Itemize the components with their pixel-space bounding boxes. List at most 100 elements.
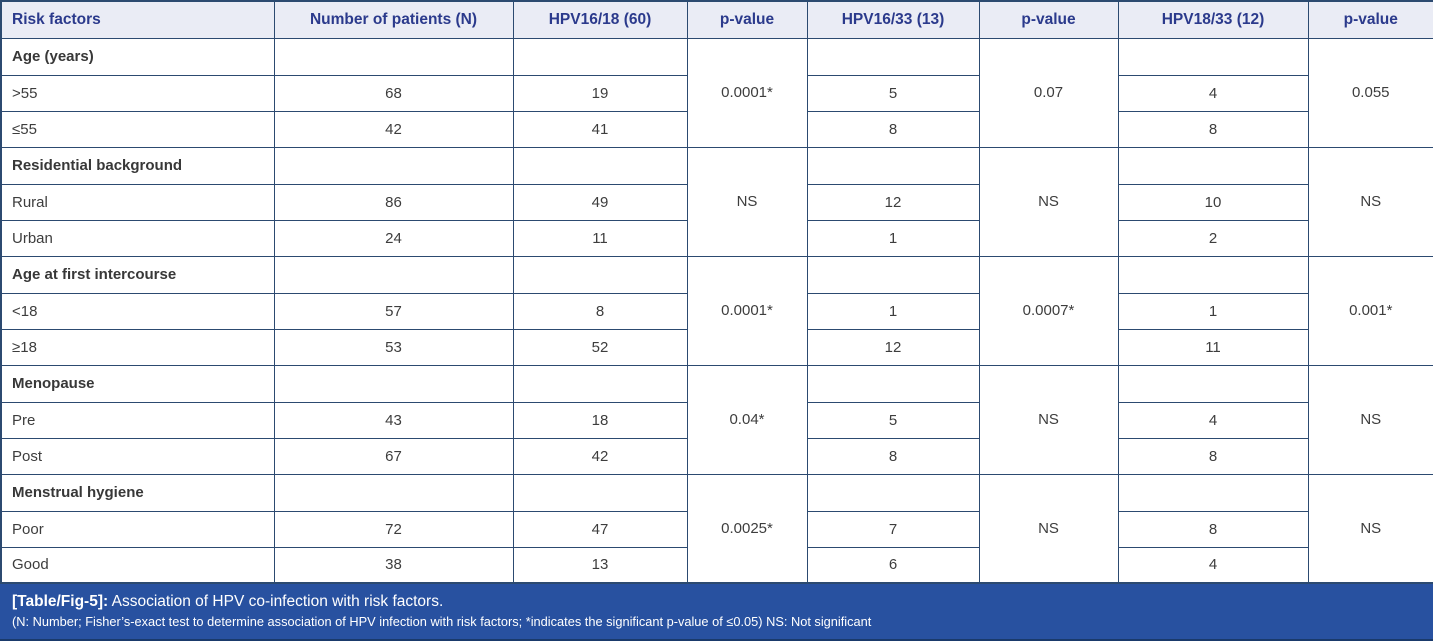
col-header-hpv16-18: HPV16/18 (60) bbox=[512, 0, 688, 39]
risk-factor-cell: Urban bbox=[0, 219, 275, 257]
col-header-number-of-patients: Number of patients (N) bbox=[273, 0, 514, 39]
empty-cell bbox=[512, 255, 688, 294]
category-row: Age at first intercourse 0.0001* 0.0007*… bbox=[0, 255, 1433, 366]
table-caption-bar: [Table/Fig-5]: Association of HPV co-inf… bbox=[0, 584, 1433, 641]
value-cell: 38 bbox=[273, 546, 514, 584]
category-row: Age (years) 0.0001* 0.07 0.055 bbox=[0, 37, 1433, 148]
value-cell: 49 bbox=[512, 183, 688, 221]
p-value-cell: NS bbox=[1307, 146, 1433, 257]
empty-cell bbox=[273, 364, 514, 403]
value-cell: 7 bbox=[806, 510, 980, 548]
value-cell: 86 bbox=[273, 183, 514, 221]
value-cell: 53 bbox=[273, 328, 514, 366]
value-cell: 8 bbox=[1117, 110, 1309, 148]
category-cell: Menstrual hygiene bbox=[0, 473, 275, 512]
value-cell: 72 bbox=[273, 510, 514, 548]
category-cell: Age (years) bbox=[0, 37, 275, 76]
value-cell: 4 bbox=[1117, 546, 1309, 584]
empty-cell bbox=[273, 146, 514, 185]
empty-cell bbox=[273, 473, 514, 512]
category-row: Menopause 0.04* NS NS bbox=[0, 364, 1433, 475]
data-row: ≤55 42 41 8 8 bbox=[0, 110, 1433, 148]
empty-cell bbox=[806, 364, 980, 403]
p-value-cell: NS bbox=[978, 473, 1119, 584]
risk-factor-cell: ≥18 bbox=[0, 328, 275, 366]
risk-factor-cell: ≤55 bbox=[0, 110, 275, 148]
value-cell: 52 bbox=[512, 328, 688, 366]
empty-cell bbox=[806, 473, 980, 512]
value-cell: 5 bbox=[806, 74, 980, 112]
value-cell: 1 bbox=[806, 292, 980, 330]
col-header-p-value-3: p-value bbox=[1307, 0, 1433, 39]
data-row: Rural 86 49 12 10 bbox=[0, 183, 1433, 221]
value-cell: 12 bbox=[806, 328, 980, 366]
header-row: Risk factors Number of patients (N) HPV1… bbox=[0, 0, 1433, 39]
col-header-p-value-2: p-value bbox=[978, 0, 1119, 39]
value-cell: 47 bbox=[512, 510, 688, 548]
value-cell: 8 bbox=[1117, 437, 1309, 475]
value-cell: 11 bbox=[1117, 328, 1309, 366]
data-row: ≥18 53 52 12 11 bbox=[0, 328, 1433, 366]
empty-cell bbox=[1117, 37, 1309, 76]
value-cell: 1 bbox=[806, 219, 980, 257]
value-cell: 42 bbox=[273, 110, 514, 148]
empty-cell bbox=[806, 255, 980, 294]
empty-cell bbox=[1117, 146, 1309, 185]
value-cell: 67 bbox=[273, 437, 514, 475]
data-row: Urban 24 11 1 2 bbox=[0, 219, 1433, 257]
category-row: Residential background NS NS NS bbox=[0, 146, 1433, 257]
data-row: <18 57 8 1 1 bbox=[0, 292, 1433, 330]
p-value-cell: 0.0025* bbox=[686, 473, 808, 584]
caption-note: (N: Number; Fisher’s-exact test to deter… bbox=[12, 614, 872, 630]
col-header-p-value-1: p-value bbox=[686, 0, 808, 39]
value-cell: 10 bbox=[1117, 183, 1309, 221]
risk-factor-cell: >55 bbox=[0, 74, 275, 112]
category-cell: Residential background bbox=[0, 146, 275, 185]
risk-factor-cell: Poor bbox=[0, 510, 275, 548]
value-cell: 12 bbox=[806, 183, 980, 221]
data-row: >55 68 19 5 4 bbox=[0, 74, 1433, 112]
category-cell: Age at first intercourse bbox=[0, 255, 275, 294]
p-value-cell: 0.001* bbox=[1307, 255, 1433, 366]
value-cell: 4 bbox=[1117, 401, 1309, 439]
caption-title-line: [Table/Fig-5]: Association of HPV co-inf… bbox=[12, 591, 1421, 613]
p-value-cell: NS bbox=[686, 146, 808, 257]
empty-cell bbox=[273, 255, 514, 294]
value-cell: 11 bbox=[512, 219, 688, 257]
empty-cell bbox=[806, 37, 980, 76]
empty-cell bbox=[1117, 364, 1309, 403]
p-value-cell: NS bbox=[1307, 364, 1433, 475]
p-value-cell: 0.0001* bbox=[686, 37, 808, 148]
value-cell: 24 bbox=[273, 219, 514, 257]
risk-factors-table: Risk factors Number of patients (N) HPV1… bbox=[0, 0, 1433, 584]
value-cell: 5 bbox=[806, 401, 980, 439]
col-header-hpv16-33: HPV16/33 (13) bbox=[806, 0, 980, 39]
value-cell: 68 bbox=[273, 74, 514, 112]
value-cell: 42 bbox=[512, 437, 688, 475]
risk-factor-cell: Pre bbox=[0, 401, 275, 439]
value-cell: 8 bbox=[1117, 510, 1309, 548]
value-cell: 8 bbox=[512, 292, 688, 330]
value-cell: 57 bbox=[273, 292, 514, 330]
empty-cell bbox=[512, 146, 688, 185]
data-row: Good 38 13 6 4 bbox=[0, 546, 1433, 584]
value-cell: 19 bbox=[512, 74, 688, 112]
value-cell: 4 bbox=[1117, 74, 1309, 112]
p-value-cell: 0.0007* bbox=[978, 255, 1119, 366]
value-cell: 2 bbox=[1117, 219, 1309, 257]
value-cell: 6 bbox=[806, 546, 980, 584]
risk-factor-cell: <18 bbox=[0, 292, 275, 330]
empty-cell bbox=[512, 37, 688, 76]
p-value-cell: 0.04* bbox=[686, 364, 808, 475]
category-row: Menstrual hygiene 0.0025* NS NS bbox=[0, 473, 1433, 584]
empty-cell bbox=[1117, 473, 1309, 512]
value-cell: 8 bbox=[806, 437, 980, 475]
col-header-risk-factors: Risk factors bbox=[0, 0, 275, 39]
col-header-hpv18-33: HPV18/33 (12) bbox=[1117, 0, 1309, 39]
risk-factor-cell: Post bbox=[0, 437, 275, 475]
empty-cell bbox=[512, 364, 688, 403]
caption-tag: [Table/Fig-5]: bbox=[12, 593, 109, 610]
p-value-cell: 0.0001* bbox=[686, 255, 808, 366]
p-value-cell: NS bbox=[978, 364, 1119, 475]
